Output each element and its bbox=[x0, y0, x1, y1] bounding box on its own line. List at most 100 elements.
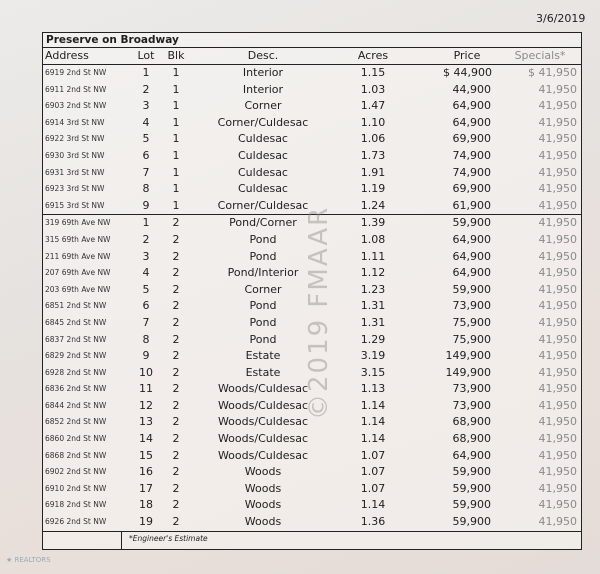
cell-desc: Culdesac bbox=[238, 182, 288, 196]
cell-address: 315 69th Ave NW bbox=[45, 234, 111, 244]
table-row: 315 69th Ave NW 2 2 Pond 1.08 64,900 41,950 bbox=[43, 232, 581, 249]
cell-lot: 9 bbox=[142, 349, 150, 363]
cell-lot: 7 bbox=[142, 315, 150, 329]
cell-lot: 18 bbox=[139, 498, 153, 512]
cell-specials: 41,950 bbox=[538, 432, 578, 446]
cell-desc: Woods/Culdesac bbox=[217, 382, 309, 396]
cell-specials: 41,950 bbox=[538, 465, 578, 479]
cell-specials: 41,950 bbox=[538, 165, 578, 179]
cell-acres: 1.14 bbox=[360, 432, 386, 446]
cell-address: 6860 2nd St NW bbox=[45, 434, 107, 444]
cell-price: 74,900 bbox=[452, 148, 492, 162]
cell-price: 149,900 bbox=[445, 349, 492, 363]
cell-specials: 41,950 bbox=[538, 382, 578, 396]
cell-address: 6919 2nd St NW bbox=[45, 68, 107, 77]
cell-acres: 1.14 bbox=[360, 398, 386, 412]
footnote: *Engineer's Estimate bbox=[129, 533, 208, 543]
table-row: 6914 3rd St NW 4 1 Corner/Culdesac 1.10 64,90… bbox=[43, 115, 581, 132]
cell-address: 6922 3rd St NW bbox=[45, 134, 105, 144]
table-row: 203 69th Ave NW 5 2 Corner 1.23 59,900 41,950 bbox=[43, 282, 581, 299]
cell-address: 6923 3rd St NW bbox=[45, 184, 105, 194]
footer-empty-cell bbox=[43, 531, 122, 549]
cell-address: 6914 3rd St NW bbox=[45, 117, 105, 127]
cell-address: 207 69th Ave NW bbox=[45, 268, 111, 278]
cell-price: 74,900 bbox=[452, 165, 492, 179]
cell-blk: 2 bbox=[172, 299, 180, 313]
cell-blk: 1 bbox=[172, 82, 180, 96]
cell-blk: 1 bbox=[172, 198, 180, 212]
cell-acres: 1.14 bbox=[360, 415, 386, 429]
table-row: 6852 2nd St NW 13 2 Woods/Culdesac 1.14 68,90… bbox=[43, 414, 581, 431]
cell-price: 64,900 bbox=[452, 249, 492, 263]
table-row: 6902 2nd St NW 16 2 Woods 1.07 59,900 41,950 bbox=[43, 464, 581, 481]
table-row: 6836 2nd St NW 11 2 Woods/Culdesac 1.13 73,90… bbox=[43, 381, 581, 398]
cell-specials: 41,950 bbox=[538, 398, 578, 412]
cell-lot: 4 bbox=[142, 115, 150, 129]
cell-desc: Corner/Culdesac bbox=[217, 198, 309, 212]
cell-desc: Woods bbox=[244, 498, 282, 512]
table-row: 6844 2nd St NW 12 2 Woods/Culdesac 1.14 73,90… bbox=[43, 398, 581, 415]
cell-specials: 41,950 bbox=[538, 99, 578, 113]
cell-blk: 2 bbox=[172, 349, 180, 363]
cell-price: 59,900 bbox=[452, 515, 492, 529]
cell-specials: 41,950 bbox=[538, 332, 578, 346]
cell-price: 73,900 bbox=[452, 299, 492, 313]
cell-lot: 11 bbox=[139, 382, 153, 396]
cell-price: 69,900 bbox=[452, 182, 492, 196]
cell-acres: 1.91 bbox=[360, 165, 386, 179]
cell-desc: Pond bbox=[249, 232, 277, 246]
table-row: 6868 2nd St NW 15 2 Woods/Culdesac 1.07 64,90… bbox=[43, 448, 581, 465]
cell-price: 61,900 bbox=[452, 198, 492, 212]
cell-address: 6910 2nd St NW bbox=[45, 483, 107, 493]
cell-address: 6903 2nd St NW bbox=[45, 101, 107, 111]
cell-desc: Culdesac bbox=[238, 148, 288, 162]
table-row: 6930 3rd St NW 6 1 Culdesac 1.73 74,900 41,950 bbox=[43, 148, 581, 165]
cell-address: 6930 3rd St NW bbox=[45, 150, 105, 160]
cell-acres: 3.15 bbox=[360, 365, 386, 379]
cell-lot: 6 bbox=[142, 148, 150, 162]
cell-address: 6931 3rd St NW bbox=[45, 167, 105, 177]
cell-price: 59,900 bbox=[452, 465, 492, 479]
cell-address: 6926 2nd St NW bbox=[45, 517, 107, 527]
cell-price: 73,900 bbox=[452, 382, 492, 396]
cell-blk: 2 bbox=[172, 398, 180, 412]
cell-price: 64,900 bbox=[452, 115, 492, 129]
cell-specials: 41,950 bbox=[538, 249, 578, 263]
table-row: 6922 3rd St NW 5 1 Culdesac 1.06 69,900 41,950 bbox=[43, 131, 581, 148]
cell-price: 73,900 bbox=[452, 398, 492, 412]
cell-acres: 1.07 bbox=[360, 481, 386, 495]
table-row: 6910 2nd St NW 17 2 Woods 1.07 59,900 41,950 bbox=[43, 481, 581, 498]
cell-lot: 17 bbox=[139, 481, 153, 495]
cell-specials: 41,950 bbox=[538, 266, 578, 280]
table-footer: *Engineer's Estimate bbox=[43, 530, 581, 549]
table-row: 319 69th Ave NW 1 2 Pond/Corner 1.39 59,900 41… bbox=[43, 215, 581, 232]
lot-price-table: Preserve on Broadway Address Lot Blk Des… bbox=[42, 32, 582, 550]
table-row: 6931 3rd St NW 7 1 Culdesac 1.91 74,900 41,950 bbox=[43, 165, 581, 182]
header-lot: Lot bbox=[137, 49, 155, 62]
cell-acres: 1.08 bbox=[360, 232, 386, 246]
cell-desc: Pond bbox=[249, 315, 277, 329]
table-row: 6928 2nd St NW 10 2 Estate 3.15 149,900 41,950 bbox=[43, 365, 581, 382]
cell-specials: 41,950 bbox=[538, 515, 578, 529]
cell-address: 6836 2nd St NW bbox=[45, 384, 107, 394]
table-row: 6919 2nd St NW 1 1 Interior 1.15 $ 44,900 $ 41… bbox=[43, 65, 581, 82]
cell-blk: 2 bbox=[172, 332, 180, 346]
cell-desc: Interior bbox=[242, 82, 284, 96]
cell-blk: 2 bbox=[172, 432, 180, 446]
cell-lot: 3 bbox=[142, 99, 150, 113]
block-2-rows: 319 69th Ave NW 1 2 Pond/Corner 1.39 59,900 41… bbox=[43, 214, 581, 530]
cell-specials: 41,950 bbox=[538, 82, 578, 96]
header-acres: Acres bbox=[357, 49, 389, 62]
cell-price: 64,900 bbox=[452, 99, 492, 113]
cell-desc: Woods/Culdesac bbox=[217, 415, 309, 429]
cell-blk: 2 bbox=[172, 282, 180, 296]
cell-acres: 1.31 bbox=[360, 315, 386, 329]
cell-blk: 2 bbox=[172, 382, 180, 396]
cell-price: 64,900 bbox=[452, 232, 492, 246]
cell-desc: Culdesac bbox=[238, 165, 288, 179]
cell-address: 6851 2nd St NW bbox=[45, 301, 107, 311]
cell-address: 6868 2nd St NW bbox=[45, 450, 107, 460]
cell-lot: 14 bbox=[139, 432, 153, 446]
cell-acres: 1.47 bbox=[360, 99, 386, 113]
cell-address: 203 69th Ave NW bbox=[45, 284, 111, 294]
